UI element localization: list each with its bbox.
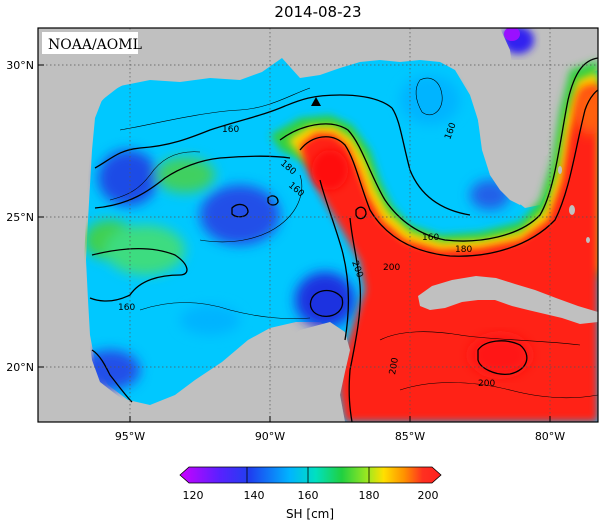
contour-label: 160 xyxy=(422,233,439,243)
yucatan-peninsula xyxy=(180,322,350,422)
loop-current xyxy=(300,85,598,422)
colorbar-tick-label: 120 xyxy=(183,489,204,502)
watermark-box xyxy=(42,32,138,54)
contour-thin-5 xyxy=(415,77,443,116)
colorbar-tick-label: 180 xyxy=(359,489,380,502)
contour-160-lower xyxy=(89,247,188,302)
contour-thin-1 xyxy=(119,87,311,131)
contour-label: 200 xyxy=(383,263,400,273)
contour-160-north xyxy=(94,94,393,169)
contour-180-ring xyxy=(279,57,598,242)
colorbar: 120 140 160 180 200 SH [cm] xyxy=(179,466,442,521)
lon-label-80w: 80°W xyxy=(535,430,565,443)
lat-label-20n: 20°N xyxy=(6,361,34,374)
colorbar-bar xyxy=(179,466,442,484)
contour-label: 200 xyxy=(478,379,495,389)
contour-thin-3 xyxy=(199,174,303,243)
contour-200-ring xyxy=(299,89,598,257)
contour-200-lower xyxy=(348,217,362,422)
land-overlays xyxy=(38,28,598,422)
contour-thin-2 xyxy=(109,151,201,201)
florida-peninsula xyxy=(458,28,536,205)
map-area: 160 160 180 160 160 160 180 200 200 200 … xyxy=(38,28,598,422)
contour-180-lower xyxy=(319,179,350,341)
contour-160-loop xyxy=(391,107,471,216)
axis-ticks xyxy=(38,64,551,422)
us-gulf-coast xyxy=(128,28,505,80)
colorbar-tick-label: 140 xyxy=(244,489,265,502)
gulf-water-field xyxy=(80,28,598,422)
map-frame xyxy=(37,27,599,423)
contour-thin-7 xyxy=(399,382,598,399)
contour-thin-4 xyxy=(139,302,311,320)
contour-small-1 xyxy=(231,203,249,218)
colorbar-tick-label: 160 xyxy=(298,489,319,502)
contour-label-group: 160 160 180 160 160 160 180 200 200 200 … xyxy=(118,121,495,389)
lon-label-85w: 85°W xyxy=(395,430,425,443)
cuba-island xyxy=(418,276,598,324)
lon-label-90w: 90°W xyxy=(255,430,285,443)
contour-sw-blue xyxy=(91,349,133,403)
contour-small-3 xyxy=(355,206,367,220)
contour-160-middle xyxy=(94,155,291,209)
lat-label-30n: 30°N xyxy=(6,59,34,72)
contour-small-2 xyxy=(267,195,279,206)
contour-label: 160 xyxy=(222,125,239,135)
contour-label: 160 xyxy=(118,303,135,313)
colorbar-tick-label: 200 xyxy=(418,489,439,502)
station-triangle-marker xyxy=(311,97,321,106)
contour-southeast-ring xyxy=(477,340,528,375)
map-title: 2014-08-23 xyxy=(274,3,361,21)
lon-label-95w: 95°W xyxy=(115,430,145,443)
contour-label: 200 xyxy=(388,357,401,376)
contour-thin-6 xyxy=(379,331,581,346)
green-band xyxy=(270,60,598,280)
contour-label: 180 xyxy=(455,245,472,255)
colorbar-title: SH [cm] xyxy=(286,507,334,521)
graticule xyxy=(38,28,598,422)
noaa-aoml-watermark: NOAA/AOML xyxy=(48,37,142,53)
contour-lines xyxy=(89,57,598,422)
lat-label-25n: 25°N xyxy=(6,211,34,224)
mexico-coast xyxy=(38,28,150,422)
contour-yucatan-eddy xyxy=(309,289,344,317)
